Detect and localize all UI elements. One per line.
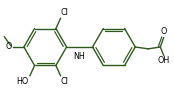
Text: Cl: Cl	[61, 77, 69, 86]
Text: NH: NH	[74, 52, 85, 61]
Text: O: O	[160, 27, 167, 36]
Text: OH: OH	[157, 56, 170, 65]
Text: Cl: Cl	[61, 8, 69, 17]
Text: HO: HO	[17, 77, 29, 86]
Text: O: O	[5, 42, 12, 52]
